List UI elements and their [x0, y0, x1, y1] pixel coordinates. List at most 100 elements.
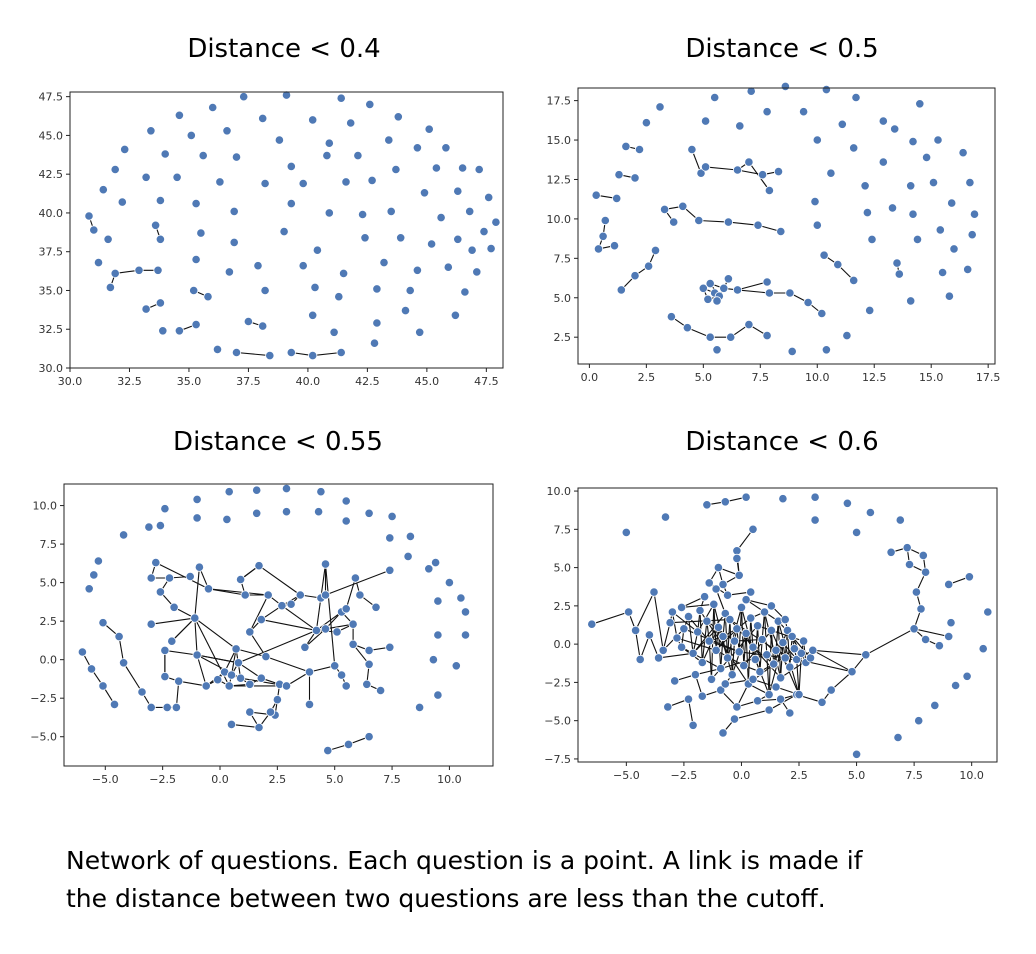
- data-point: [444, 577, 454, 588]
- data-point: [676, 602, 687, 613]
- data-point: [683, 694, 694, 704]
- data-point: [821, 85, 832, 95]
- y-tick-label: 0.0: [40, 654, 58, 667]
- data-point: [185, 571, 195, 582]
- chart-1-edges: [88, 215, 342, 357]
- data-point: [895, 515, 905, 525]
- data-point: [736, 602, 747, 613]
- data-point: [912, 234, 923, 244]
- data-point: [467, 245, 477, 255]
- y-tick-label: 42.5: [39, 168, 64, 181]
- data-point: [732, 624, 742, 634]
- data-point: [878, 116, 888, 126]
- data-point: [212, 344, 223, 354]
- data-point: [203, 584, 214, 594]
- data-point: [110, 164, 120, 175]
- data-point: [614, 170, 624, 180]
- data-point: [906, 181, 916, 191]
- data-point: [916, 604, 926, 614]
- data-point: [766, 601, 777, 611]
- data-point: [479, 227, 489, 237]
- x-tick-label: 7.5: [752, 371, 770, 384]
- y-tick-label: 2.5: [554, 600, 572, 613]
- data-point: [300, 642, 310, 652]
- data-point: [167, 636, 177, 646]
- data-point: [718, 728, 728, 738]
- edge-line: [196, 654, 207, 687]
- chart-title-4: Distance < 0.6: [685, 427, 879, 457]
- data-point: [279, 227, 289, 237]
- y-tick-label: 40.0: [39, 207, 64, 220]
- x-tick-label: −5.0: [92, 773, 119, 786]
- data-point: [612, 193, 622, 203]
- data-point: [403, 551, 413, 562]
- data-point: [600, 215, 610, 226]
- data-point: [762, 330, 772, 341]
- data-point: [160, 645, 170, 656]
- data-point: [650, 245, 661, 255]
- data-point: [700, 162, 711, 172]
- data-point: [720, 497, 730, 507]
- data-point: [146, 126, 156, 136]
- x-tick-label: 0.0: [211, 773, 229, 786]
- y-tick-label: 32.5: [39, 323, 64, 336]
- data-point: [281, 483, 292, 494]
- data-point: [950, 680, 961, 691]
- data-point: [486, 244, 496, 254]
- x-tick-label: 5.0: [326, 773, 344, 786]
- data-point: [371, 602, 381, 612]
- data-point: [676, 642, 687, 652]
- data-point: [906, 296, 916, 306]
- data-point: [240, 590, 250, 600]
- data-point: [653, 653, 664, 663]
- data-point: [670, 676, 680, 686]
- data-point: [194, 562, 204, 572]
- data-point: [694, 215, 704, 226]
- x-tick-label: 15.0: [919, 371, 944, 384]
- data-point: [341, 516, 351, 526]
- data-point: [776, 226, 786, 237]
- data-point: [336, 347, 346, 358]
- data-point: [192, 494, 202, 504]
- data-point: [655, 102, 665, 112]
- data-point: [817, 697, 827, 707]
- data-point: [226, 719, 237, 730]
- data-point: [433, 630, 443, 640]
- data-point: [372, 284, 382, 294]
- data-point: [119, 658, 129, 668]
- edge-line: [681, 603, 714, 608]
- data-point: [357, 209, 368, 220]
- data-point: [239, 92, 249, 102]
- data-point: [414, 702, 425, 713]
- data-point: [723, 274, 734, 284]
- data-point: [229, 237, 239, 247]
- data-point: [192, 650, 202, 660]
- y-tick-label: −5.0: [544, 715, 571, 728]
- x-tick-label: 7.5: [905, 769, 923, 782]
- data-point: [764, 288, 775, 298]
- data-point: [191, 199, 201, 209]
- edge-line: [265, 656, 310, 673]
- data-point: [196, 228, 206, 238]
- data-point: [775, 673, 786, 683]
- data-point: [84, 211, 94, 221]
- data-point: [630, 625, 641, 636]
- data-point: [805, 653, 816, 663]
- data-point: [865, 507, 876, 518]
- data-point: [842, 330, 852, 341]
- data-point: [752, 696, 763, 706]
- x-tick-label: 35.0: [177, 375, 202, 388]
- data-point: [920, 567, 931, 577]
- data-point: [810, 197, 820, 207]
- data-point: [308, 115, 318, 125]
- data-point: [748, 674, 758, 684]
- data-point: [965, 178, 975, 188]
- data-point: [405, 531, 415, 542]
- data-point: [451, 661, 461, 671]
- edge-line: [709, 640, 740, 653]
- data-point: [151, 557, 161, 568]
- edge-line: [235, 648, 267, 658]
- data-point: [672, 633, 682, 643]
- edge-line: [194, 567, 200, 619]
- data-point: [350, 573, 360, 583]
